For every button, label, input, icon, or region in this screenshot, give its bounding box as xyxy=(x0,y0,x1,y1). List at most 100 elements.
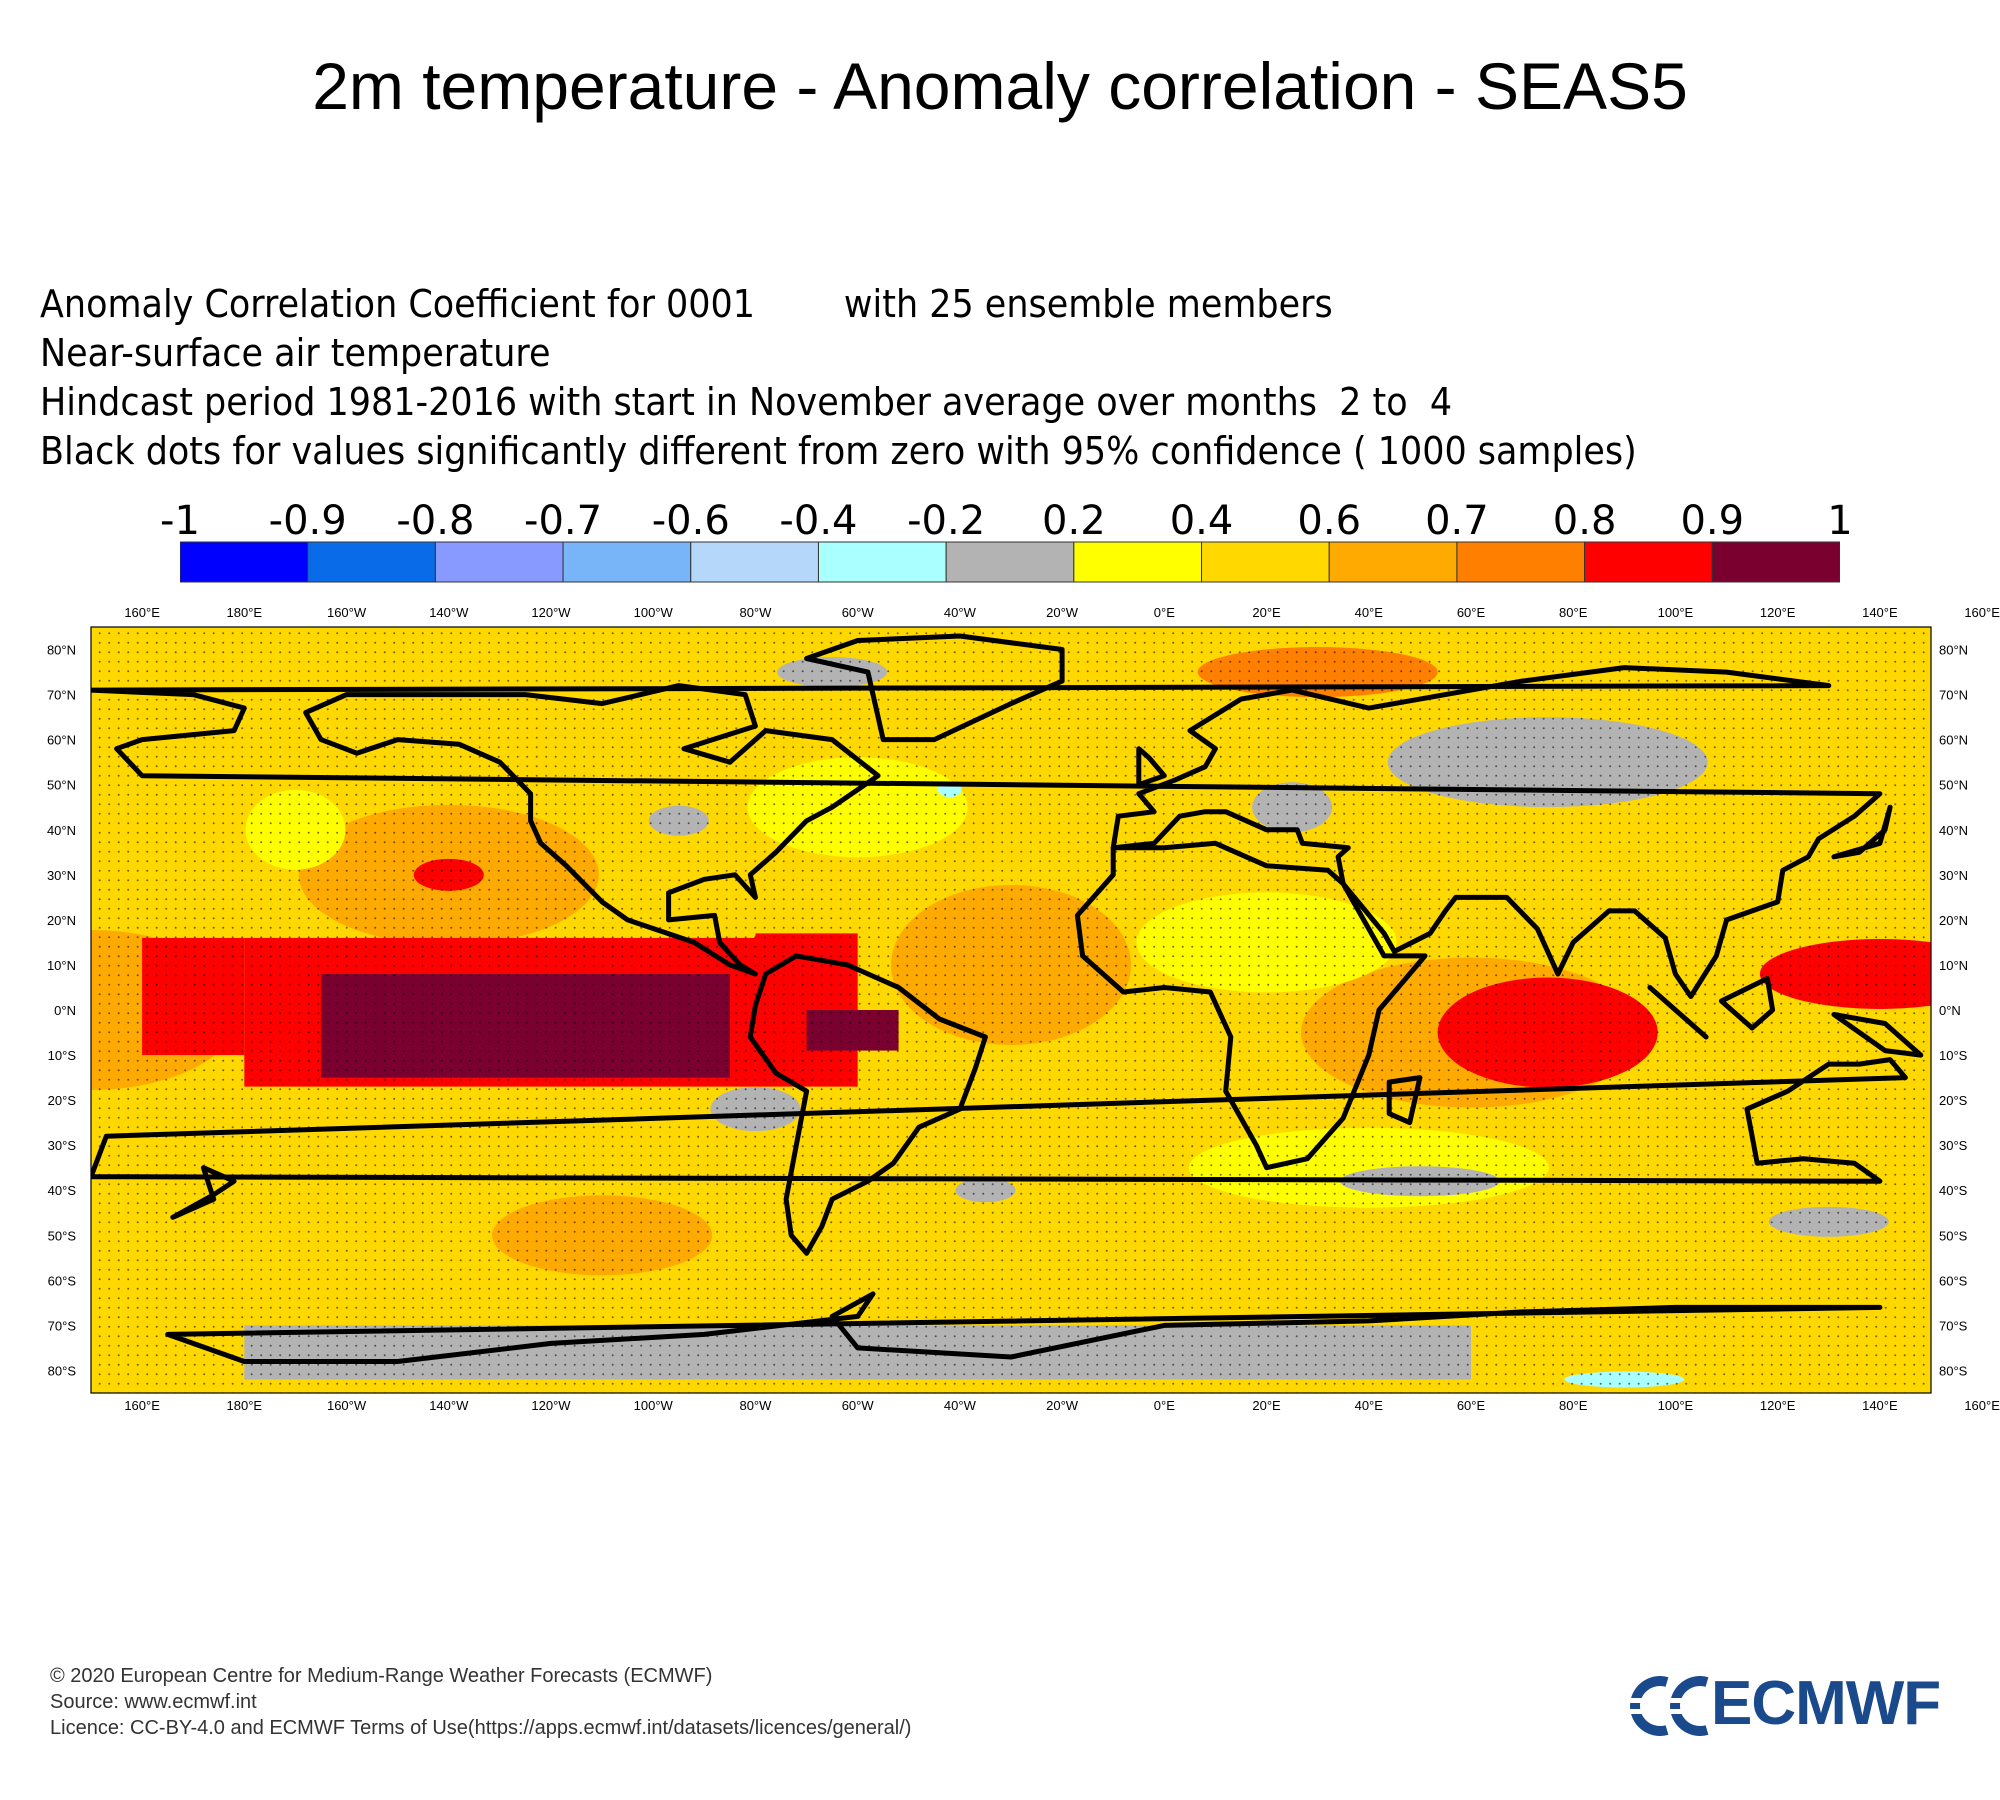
map-frame xyxy=(90,626,1932,1394)
lat-tick-label-right: 80°N xyxy=(1939,643,1968,658)
lat-tick-label-left: 10°N xyxy=(47,958,76,973)
ecmwf-logo-icon xyxy=(1619,1676,1709,1736)
lon-tick-label-bottom: 120°W xyxy=(531,1398,571,1413)
lon-tick-label-bottom: 120°E xyxy=(1760,1398,1796,1413)
lon-tick-label-top: 60°E xyxy=(1457,605,1486,620)
lat-tick-label-right: 50°N xyxy=(1939,778,1968,793)
map-title: 2m temperature - Anomaly correlation - S… xyxy=(312,49,1688,123)
lat-tick-label-right: 10°S xyxy=(1939,1048,1968,1063)
coastline xyxy=(1831,1012,1924,1058)
colorbar xyxy=(180,541,1840,583)
lon-tick-label-bottom: 100°W xyxy=(634,1398,674,1413)
map-ticks: 160°E 160°E 180°E 180°E 160°W 160°W 140°W 140°W… xyxy=(47,605,2000,1413)
coastline xyxy=(1136,746,1167,788)
lon-tick-label-bottom: 40°W xyxy=(944,1398,977,1413)
ecmwf-logo: ECMWF xyxy=(1615,1668,1985,1748)
colorbar-swatch xyxy=(1711,541,1840,583)
lat-tick-label-right: 40°S xyxy=(1939,1183,1968,1198)
lon-tick-label-bottom: 60°W xyxy=(842,1398,875,1413)
colorbar-swatch xyxy=(1584,541,1713,583)
lat-tick-label-left: 80°N xyxy=(47,643,76,658)
lon-tick-label-bottom: 80°W xyxy=(739,1398,772,1413)
copyright-text: © 2020 European Centre for Medium-Range … xyxy=(50,1665,713,1687)
lat-tick-label-right: 50°S xyxy=(1939,1228,1968,1243)
colorbar-label: 1 xyxy=(1827,498,1853,544)
lon-tick-label-top: 100°W xyxy=(634,605,674,620)
coastlines xyxy=(91,633,1924,1364)
info-line-1: Anomaly Correlation Coefficient for 0001… xyxy=(40,282,1333,326)
lon-tick-label-bottom: 140°W xyxy=(429,1398,469,1413)
coastline xyxy=(1647,985,1709,1040)
lat-tick-label-left: 20°N xyxy=(47,913,76,928)
lon-tick-label-top: 20°E xyxy=(1252,605,1281,620)
colorbar-swatch xyxy=(434,541,564,583)
lat-tick-label-left: 40°S xyxy=(48,1183,77,1198)
colorbar-label: -0.8 xyxy=(396,498,475,544)
lat-tick-label-left: 60°N xyxy=(47,733,76,748)
lat-tick-label-right: 60°N xyxy=(1939,733,1968,748)
lon-tick-label-top: 80°W xyxy=(739,605,772,620)
lat-tick-label-right: 0°N xyxy=(1939,1003,1961,1018)
lon-tick-label-top: 140°W xyxy=(429,605,469,620)
lat-tick-label-right: 70°S xyxy=(1939,1318,1968,1333)
colorbar-swatch xyxy=(1201,541,1330,583)
lat-tick-label-left: 70°N xyxy=(47,688,76,703)
lon-tick-label-top: 160°E xyxy=(1964,605,2000,620)
lon-tick-label-top: 20°W xyxy=(1046,605,1079,620)
colorbar-label: 0.8 xyxy=(1552,498,1617,544)
colorbar-label: -0.9 xyxy=(268,498,347,544)
lon-tick-label-top: 120°W xyxy=(531,605,571,620)
lon-tick-label-bottom: 100°E xyxy=(1658,1398,1694,1413)
colorbar-swatch xyxy=(562,541,692,583)
lat-tick-label-left: 0°N xyxy=(54,1003,76,1018)
colorbar-swatch xyxy=(307,541,436,583)
colorbar-label: 0.4 xyxy=(1169,498,1234,544)
significance-dots xyxy=(91,627,1931,1393)
source-text: Source: www.ecmwf.int xyxy=(50,1691,257,1713)
world-map: 160°E 160°E 180°E 180°E 160°W 160°W 140°W 140°W… xyxy=(47,605,2000,1413)
lat-tick-label-right: 30°N xyxy=(1939,868,1968,883)
lat-tick-label-right: 20°S xyxy=(1939,1093,1968,1108)
colorbar-label: -0.7 xyxy=(524,498,603,544)
lon-tick-label-bottom: 80°E xyxy=(1559,1398,1588,1413)
coastline xyxy=(1718,976,1776,1031)
lat-tick-label-right: 20°N xyxy=(1939,913,1968,928)
colorbar-swatch xyxy=(1456,541,1586,583)
colorbar-swatch xyxy=(180,541,309,583)
lon-tick-label-top: 140°E xyxy=(1862,605,1898,620)
coastline xyxy=(170,1165,237,1220)
lon-tick-label-top: 120°E xyxy=(1760,605,1796,620)
lat-tick-label-left: 10°S xyxy=(48,1048,77,1063)
colorbar-label: -0.4 xyxy=(779,498,858,544)
lon-tick-label-top: 80°E xyxy=(1559,605,1588,620)
lon-tick-label-bottom: 60°E xyxy=(1457,1398,1486,1413)
lon-tick-label-bottom: 40°E xyxy=(1355,1398,1384,1413)
lat-tick-label-right: 10°N xyxy=(1939,958,1968,973)
colorbar-swatch xyxy=(1328,541,1458,583)
info-line-3: Hindcast period 1981-2016 with start in … xyxy=(40,380,1453,424)
coastline xyxy=(1831,804,1893,860)
lat-tick-label-left: 60°S xyxy=(48,1273,77,1288)
colorbar-label: -0.2 xyxy=(907,498,986,544)
lon-tick-label-bottom: 20°W xyxy=(1046,1398,1079,1413)
lat-tick-label-left: 80°S xyxy=(48,1363,77,1378)
lon-tick-label-top: 180°E xyxy=(227,605,263,620)
footer: © 2020 European Centre for Medium-Range … xyxy=(50,1665,1250,1755)
lon-tick-label-top: 100°E xyxy=(1658,605,1694,620)
lat-tick-label-left: 30°N xyxy=(47,868,76,883)
lon-tick-label-top: 40°W xyxy=(944,605,977,620)
lat-tick-label-right: 80°S xyxy=(1939,1363,1968,1378)
colorbar-label: -0.6 xyxy=(651,498,730,544)
colorbar-swatch xyxy=(1073,541,1203,583)
lon-tick-label-bottom: 140°E xyxy=(1862,1398,1898,1413)
lon-tick-label-bottom: 160°E xyxy=(124,1398,160,1413)
colorbar-swatch xyxy=(945,541,1075,583)
lon-tick-label-top: 60°W xyxy=(842,605,875,620)
ecmwf-logo-text: ECMWF xyxy=(1711,1669,1941,1738)
colorbar-label: 0.7 xyxy=(1425,498,1489,544)
lat-tick-label-right: 70°N xyxy=(1939,688,1968,703)
lat-tick-label-right: 60°S xyxy=(1939,1273,1968,1288)
colorbar-label: 0.9 xyxy=(1680,498,1745,544)
lat-tick-label-right: 40°N xyxy=(1939,823,1968,838)
lon-tick-label-bottom: 160°W xyxy=(327,1398,367,1413)
